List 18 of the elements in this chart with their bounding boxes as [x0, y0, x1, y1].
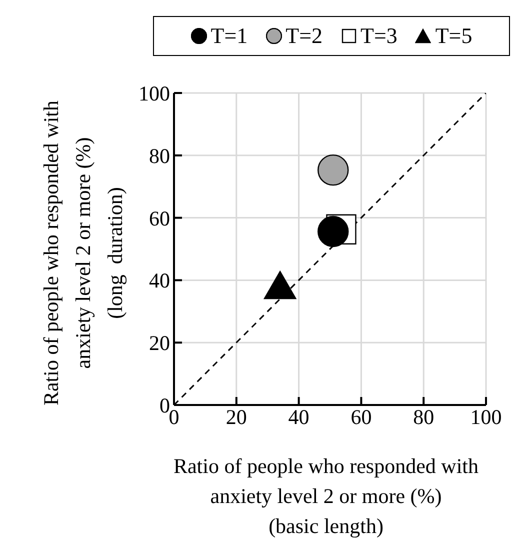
point: [318, 216, 349, 248]
x-tick-label: 100: [470, 404, 502, 429]
x-tick-label: 20: [226, 404, 247, 429]
x-tick-label: 80: [413, 404, 434, 429]
legend-label: T=2: [286, 23, 322, 49]
legend-label: T=1: [210, 23, 248, 49]
x-tick-label: 40: [288, 404, 310, 429]
x-axis-title: Ratio of people who responded with anxiety level 2 or more (%) (basic length): [173, 454, 480, 538]
y-tick-label: 60: [149, 206, 170, 230]
y-tick-label: 40: [149, 268, 170, 293]
y-tick-label: 20: [149, 331, 170, 356]
y-tick-label: 100: [138, 81, 170, 106]
point: [318, 154, 349, 186]
y-axis-title: Ratio of people who responded with anxiety level 2 or more (%) (long duration): [39, 100, 127, 406]
x-tick-label: 60: [350, 404, 372, 429]
legend-label: T=3: [360, 23, 398, 49]
y-tick-label: 80: [149, 144, 170, 168]
legend-label: T=5: [435, 23, 472, 49]
